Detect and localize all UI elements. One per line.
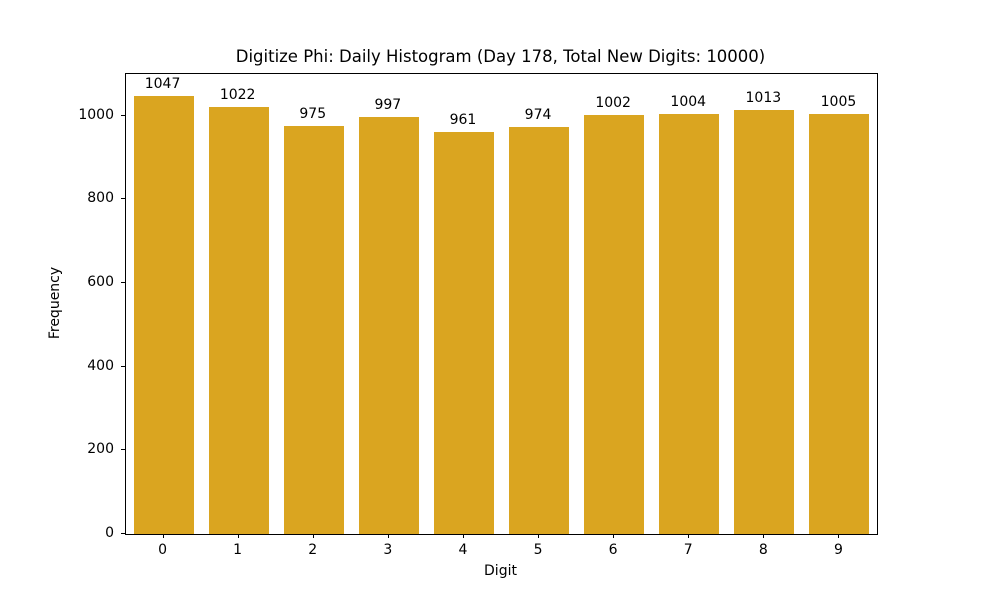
y-tick-mark-400 xyxy=(121,365,125,367)
y-tick-mark-0 xyxy=(121,533,125,534)
x-tick-label-5: 5 xyxy=(533,542,543,558)
y-tick-label-400: 400 xyxy=(87,357,114,374)
x-tick-label-4: 4 xyxy=(458,542,468,558)
x-tick-label-3: 3 xyxy=(383,542,393,558)
bar-value-label-3: 997 xyxy=(374,97,402,114)
bar-value-label-7: 1004 xyxy=(670,94,707,111)
bar-value-label-9: 1005 xyxy=(820,93,857,110)
x-tick-mark-9 xyxy=(838,534,840,538)
bar-value-label-1: 1022 xyxy=(219,86,256,103)
bar-digit-0 xyxy=(133,96,194,534)
bar-digit-7 xyxy=(659,114,720,534)
x-tick-mark-2 xyxy=(312,534,314,538)
y-tick-mark-600 xyxy=(121,282,125,284)
y-tick-label-1000: 1000 xyxy=(78,106,114,123)
y-tick-mark-200 xyxy=(121,449,125,451)
bar-digit-1 xyxy=(208,106,269,534)
bar-digit-3 xyxy=(358,117,419,534)
x-tick-label-1: 1 xyxy=(233,542,243,558)
x-tick-mark-0 xyxy=(162,534,164,538)
x-tick-mark-8 xyxy=(763,534,765,538)
chart-title: Digitize Phi: Daily Histogram (Day 178, … xyxy=(235,47,766,66)
x-tick-mark-3 xyxy=(387,534,389,538)
bar-digit-8 xyxy=(734,110,795,534)
y-tick-label-800: 800 xyxy=(87,190,114,207)
bar-value-label-2: 975 xyxy=(299,106,327,123)
y-tick-label-200: 200 xyxy=(87,441,114,458)
x-tick-label-9: 9 xyxy=(833,542,843,558)
bar-digit-5 xyxy=(509,126,570,534)
y-tick-label-600: 600 xyxy=(87,274,114,291)
y-tick-mark-800 xyxy=(121,198,125,200)
x-tick-mark-7 xyxy=(688,534,690,538)
bar-digit-9 xyxy=(809,113,870,534)
bar-value-label-4: 961 xyxy=(449,112,477,129)
y-tick-mark-1000 xyxy=(121,114,125,116)
y-tick-label-0: 0 xyxy=(105,525,114,541)
x-tick-mark-6 xyxy=(613,534,615,538)
x-tick-mark-4 xyxy=(462,534,464,538)
x-tick-label-7: 7 xyxy=(683,542,693,558)
bar-digit-2 xyxy=(283,126,344,534)
bar-digit-4 xyxy=(433,132,494,534)
x-tick-mark-1 xyxy=(237,534,239,538)
x-tick-label-0: 0 xyxy=(158,542,167,558)
plot-area xyxy=(125,73,878,535)
x-tick-mark-5 xyxy=(538,534,540,538)
bar-value-label-6: 1002 xyxy=(595,94,631,111)
x-tick-label-6: 6 xyxy=(608,542,618,558)
bar-value-label-5: 974 xyxy=(524,106,552,123)
bar-value-label-8: 1013 xyxy=(745,90,782,107)
bar-value-label-0: 1047 xyxy=(144,76,181,93)
x-tick-label-8: 8 xyxy=(758,542,768,558)
bar-digit-6 xyxy=(584,114,645,534)
x-tick-label-2: 2 xyxy=(308,542,318,558)
x-axis-label: Digit xyxy=(484,563,517,579)
